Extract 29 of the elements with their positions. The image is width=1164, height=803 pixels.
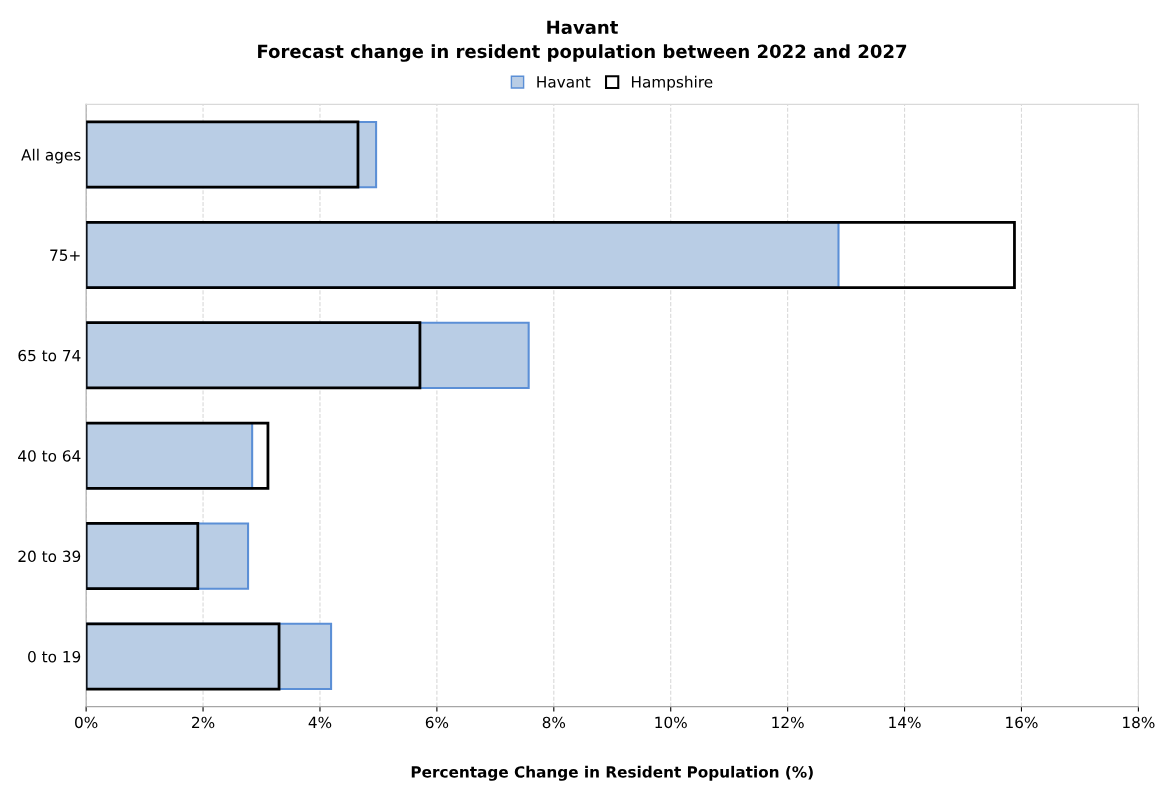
x-tick-label: 10% <box>655 716 687 729</box>
bar <box>86 522 200 591</box>
y-tick-label: 20 to 39 <box>18 550 81 563</box>
legend-label: Hampshire <box>631 75 713 91</box>
bar <box>86 522 250 590</box>
x-tick-label: 18% <box>1123 716 1155 729</box>
chart-title: Havant <box>547 20 618 35</box>
bar <box>86 321 530 389</box>
x-tick-label: 12% <box>772 716 804 729</box>
x-tick-label: 4% <box>308 716 332 729</box>
x-tick-label: 8% <box>542 716 566 729</box>
bar <box>86 221 840 289</box>
chart-subtitle: Forecast change in resident population between 2022 and 2027 <box>258 44 907 62</box>
y-tick-label: 0 to 19 <box>28 650 81 663</box>
y-tick-label: 40 to 64 <box>18 450 81 462</box>
bar <box>86 622 281 691</box>
x-tick-label: 2% <box>192 716 215 729</box>
bar <box>86 622 333 691</box>
x-tick-label: 16% <box>1006 716 1038 729</box>
y-tick-label: All ages <box>21 148 81 164</box>
y-tick-label: 75+ <box>50 249 80 261</box>
x-tick-label: 0% <box>75 716 98 729</box>
bar <box>86 321 422 390</box>
x-tick-label: 6% <box>425 716 449 729</box>
bar <box>86 220 1016 289</box>
legend-label: Havant <box>537 76 591 88</box>
x-axis-title: Percentage Change in Resident Population (%) <box>411 765 813 781</box>
y-tick-label: 65 to 74 <box>18 349 81 362</box>
x-tick-label: 14% <box>889 716 921 729</box>
